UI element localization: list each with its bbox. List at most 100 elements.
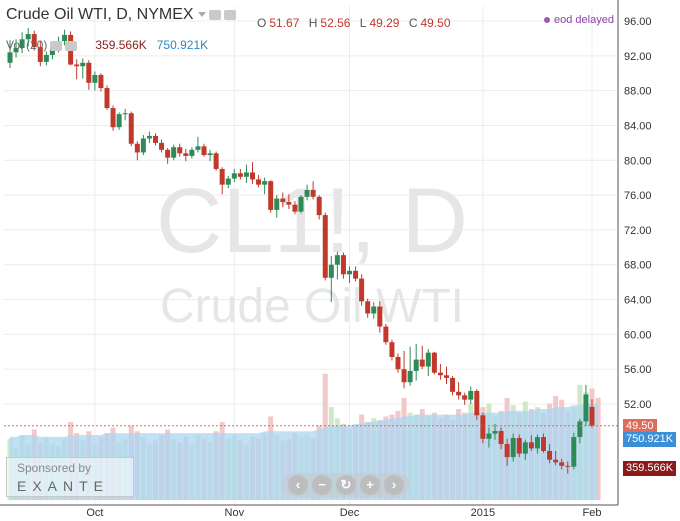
candle: [256, 175, 262, 188]
y-tick-label[interactable]: 92.00: [624, 51, 652, 63]
settings-icon[interactable]: [50, 40, 63, 51]
hide-icon[interactable]: [223, 9, 236, 20]
candle: [183, 148, 189, 162]
candle-body: [189, 149, 195, 156]
candle-body: [146, 135, 152, 139]
scroll-back-button[interactable]: ‹: [288, 475, 308, 495]
candle: [243, 164, 249, 183]
candle-body: [553, 459, 559, 463]
zoom-in-button[interactable]: +: [360, 475, 380, 495]
candle: [268, 180, 274, 213]
candle: [516, 434, 522, 458]
candle: [159, 139, 165, 153]
candle-body: [559, 462, 565, 466]
candle: [207, 149, 213, 162]
candle-body: [237, 173, 243, 177]
y-tick-label[interactable]: 76.00: [624, 190, 652, 202]
settings-icon[interactable]: [208, 9, 221, 20]
candle-body: [262, 181, 268, 185]
candle-body: [128, 113, 134, 144]
x-axis-ticks[interactable]: Oct Nov Dec 2015 Feb: [86, 507, 601, 519]
zoom-controls[interactable]: ‹ − ↻ + ›: [282, 473, 410, 497]
candle-body: [19, 39, 25, 48]
candle-body: [334, 255, 340, 265]
candle-body: [504, 444, 510, 458]
candle: [86, 60, 92, 90]
zoom-out-button[interactable]: −: [312, 475, 332, 495]
candle-body: [347, 270, 352, 275]
candle-body: [122, 113, 128, 115]
sponsor-logo[interactable]: EXANTE: [17, 478, 110, 494]
y-tick-label[interactable]: 80.00: [624, 155, 652, 167]
candle-body: [201, 146, 207, 156]
candle: [189, 147, 195, 159]
candle: [444, 366, 449, 384]
y-tick-label[interactable]: 52.00: [624, 399, 652, 411]
candle-body: [431, 352, 437, 373]
candle-body: [195, 146, 201, 150]
x-tick-label[interactable]: 2015: [471, 507, 495, 519]
candle: [7, 40, 13, 69]
candle-body: [395, 356, 401, 370]
y-tick-label[interactable]: 64.00: [624, 295, 652, 307]
volume-legend[interactable]: Vol (20) 359.566K 750.921K: [6, 38, 208, 52]
scroll-forward-button[interactable]: ›: [384, 475, 404, 495]
x-tick-label[interactable]: Oct: [86, 507, 103, 519]
candle: [201, 143, 207, 157]
y-tick-label[interactable]: 96.00: [624, 16, 652, 28]
watermark-name: Crude Oil WTI: [160, 280, 464, 333]
candle-body: [231, 173, 237, 179]
candle-body: [565, 465, 571, 467]
candle-body: [25, 34, 31, 40]
y-tick-label[interactable]: 72.00: [624, 225, 652, 237]
y-axis-ticks[interactable]: 96.00 92.00 88.00 84.00 80.00 76.00 72.00 68.00…: [624, 16, 652, 411]
y-tick-label[interactable]: 60.00: [624, 329, 652, 341]
x-tick-label[interactable]: Nov: [225, 507, 245, 519]
high-value: 52.56: [320, 16, 351, 30]
candle: [13, 39, 19, 58]
y-tick-label[interactable]: 68.00: [624, 260, 652, 272]
candles: [7, 27, 595, 474]
sponsor-box[interactable]: Sponsored by EXANTE: [6, 457, 134, 497]
candle-body: [401, 369, 407, 383]
close-icon[interactable]: [65, 40, 78, 51]
candle: [31, 30, 37, 51]
candle-body: [304, 189, 310, 197]
chevron-down-icon[interactable]: [197, 12, 206, 18]
y-tick-label[interactable]: 56.00: [624, 364, 652, 376]
avg-volume-tag: 750.921K: [623, 432, 677, 447]
x-tick-label[interactable]: Dec: [340, 507, 360, 519]
candle-body: [286, 202, 292, 205]
candle-body: [437, 372, 443, 376]
candle: [431, 351, 437, 375]
symbol-title[interactable]: Crude Oil WTI, D, NYMEX: [6, 6, 194, 23]
symbol-legend[interactable]: Crude Oil WTI, D, NYMEX: [6, 6, 236, 24]
reset-zoom-button[interactable]: ↻: [336, 475, 356, 495]
candle: [589, 399, 595, 428]
close-label: C: [408, 16, 418, 30]
candle: [37, 41, 43, 67]
candle: [286, 194, 292, 210]
candle: [534, 434, 540, 454]
candle: [292, 201, 298, 215]
candle: [250, 162, 255, 184]
y-tick-label[interactable]: 84.00: [624, 120, 652, 132]
y-tick-label[interactable]: 88.00: [624, 86, 652, 98]
close-value: 49.50: [420, 16, 451, 30]
candle-body: [250, 172, 255, 180]
status-text: eod delayed: [554, 14, 614, 26]
candle-body: [547, 451, 553, 460]
candle-body: [207, 153, 213, 156]
candle: [583, 384, 589, 426]
candle: [92, 71, 98, 91]
candle-body: [583, 394, 589, 422]
volume-label[interactable]: Vol (20): [6, 38, 48, 52]
status-dot-icon: [544, 17, 550, 24]
candle-body: [80, 62, 86, 67]
x-tick-label[interactable]: Feb: [583, 507, 602, 519]
candle-body: [98, 74, 104, 89]
candle: [74, 59, 80, 80]
candle-body: [159, 142, 165, 150]
